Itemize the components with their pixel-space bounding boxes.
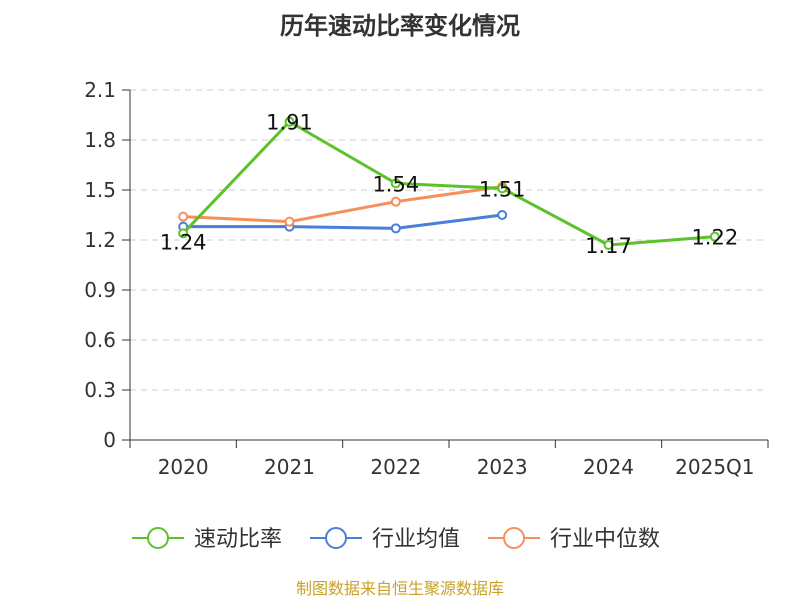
data-label: 1.91 [266,111,313,135]
legend-marker [325,527,347,549]
legend-item-0[interactable]: 速动比率 [132,527,282,552]
source-note: 制图数据来自恒生聚源数据库 [296,579,504,598]
series-0-point [390,178,401,189]
series-1-point [497,210,508,220]
legend-label: 行业均值 [372,527,460,552]
legend-marker [503,527,525,549]
legend-item-1[interactable]: 行业均值 [310,527,460,552]
series-1-point [390,223,401,234]
legend-label: 行业中位数 [550,527,660,552]
series-2-point [284,216,295,227]
x-tick-label: 2022 [370,455,421,479]
x-tick-label: 2020 [158,455,209,479]
y-tick-label: 0.9 [84,278,116,302]
axes: 0 0.3 0.6 0.9 1.2 1.5 1.8 2.1 2020 2021 2022 2023 20… [84,78,769,479]
y-tick-label: 0.3 [84,378,116,402]
legend[interactable]: 速动比率 行业均值 行业中位数 [132,527,660,552]
y-tick-label: 2.1 [84,78,116,102]
y-tick-label: 1.2 [84,228,116,252]
x-tick-label: 2024 [583,455,634,479]
chart-title: 历年速动比率变化情况 [280,12,520,40]
x-tick-label: 2023 [477,455,528,479]
y-tick-label: 1.5 [84,178,116,202]
series-layer [178,116,720,250]
series-2-point [390,196,401,207]
series-0-point [284,116,295,127]
x-tick-label: 2021 [264,455,315,479]
y-tick-label: 1.8 [84,128,116,152]
legend-marker [147,527,169,549]
data-label: 1.22 [691,226,738,250]
series-0-point [497,183,508,194]
series-2-line [183,185,503,224]
series-0-point [709,231,720,242]
data-label: 1.51 [479,177,526,201]
series-0-point [178,228,189,239]
series-1-line [183,213,503,230]
y-tick-label: 0 [103,428,116,452]
x-tick-label: 2025Q1 [675,455,754,479]
series-0-line [182,120,715,247]
series-0-point [603,240,614,250]
data-label: 1.17 [585,234,632,258]
y-tick-label: 0.6 [84,328,116,352]
legend-label: 速动比率 [194,527,282,552]
data-labels: 1.24 1.91 1.54 1.51 1.17 1.22 [160,111,738,258]
series-2-point [178,211,189,222]
legend-item-2[interactable]: 行业中位数 [488,527,660,552]
data-label: 1.24 [160,230,207,254]
data-label: 1.54 [372,172,419,196]
